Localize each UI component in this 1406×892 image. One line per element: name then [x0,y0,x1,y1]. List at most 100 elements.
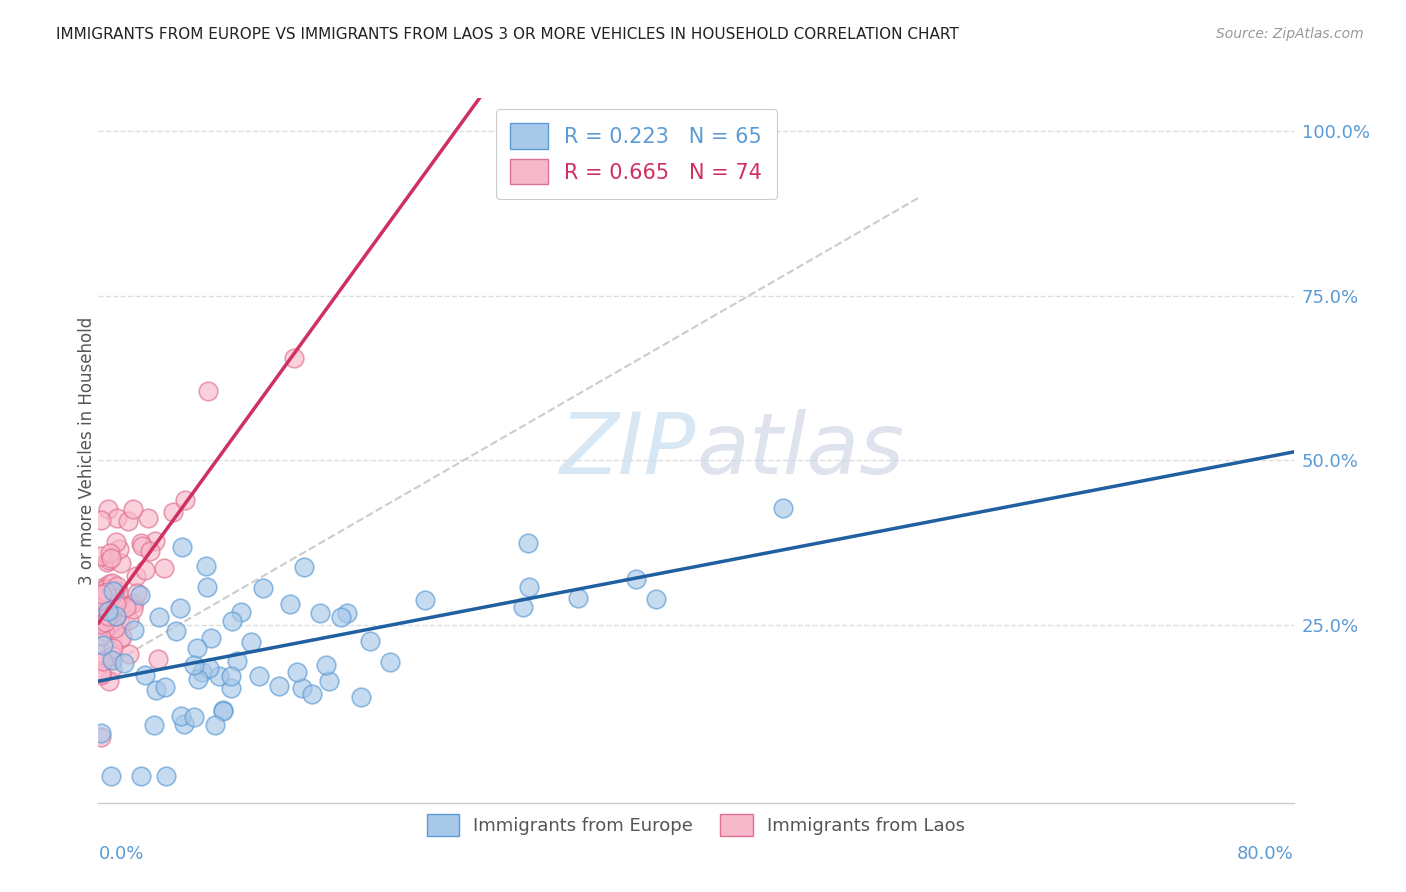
Point [101,576,124,591]
Point [173,716,195,731]
Point [103,604,125,618]
Point [309,607,332,621]
Point [118,613,141,627]
Point [105,578,128,592]
Point [136,511,159,525]
Point [153,561,176,575]
Point [212,703,235,717]
Point [145,683,167,698]
Point [100,546,122,560]
Point [90,726,112,740]
Point [195,580,218,594]
Point [91,654,114,668]
Point [226,654,249,668]
Point [122,623,145,637]
Point [301,687,323,701]
Point [187,672,209,686]
Point [105,535,128,549]
Point [90,549,112,563]
Point [100,769,122,783]
Point [183,710,205,724]
Point [90,665,112,680]
Point [98,553,121,567]
Point [512,600,534,615]
Point [153,680,176,694]
Point [624,572,647,586]
Point [101,583,124,598]
Point [118,648,141,662]
Point [90,591,112,606]
Point [94,584,117,599]
Point [318,673,340,688]
Point [97,609,120,624]
Point [134,668,156,682]
Point [110,617,132,632]
Point [197,661,219,675]
Text: ZIP: ZIP [560,409,696,492]
Point [104,609,127,624]
Point [94,615,117,630]
Point [108,632,131,646]
Point [413,592,436,607]
Point [97,604,120,618]
Point [517,536,540,550]
Point [380,655,402,669]
Point [204,717,226,731]
Point [315,657,337,672]
Point [252,581,274,595]
Point [567,591,589,605]
Point [90,601,112,615]
Point [166,624,188,639]
Point [329,610,352,624]
Point [101,649,124,664]
Point [219,681,242,695]
Point [108,541,131,556]
Point [120,598,142,612]
Point [280,597,302,611]
Point [174,492,197,507]
Point [134,563,156,577]
Point [350,690,373,704]
Point [208,669,231,683]
Point [285,665,308,679]
Point [104,621,127,635]
Point [107,584,129,599]
Point [90,593,112,607]
Point [101,653,124,667]
Point [90,591,112,605]
Point [91,638,114,652]
Point [122,596,145,610]
Point [229,605,252,619]
Point [283,351,305,365]
Point [90,513,112,527]
Point [90,730,112,744]
Point [359,633,381,648]
Point [125,569,148,583]
Point [195,558,218,573]
Point [247,669,270,683]
Point [129,535,152,549]
Point [186,641,208,656]
Point [121,501,143,516]
Point [90,587,112,601]
Point [94,582,117,597]
Y-axis label: 3 or more Vehicles in Household: 3 or more Vehicles in Household [79,317,96,584]
Point [131,539,153,553]
Point [183,658,205,673]
Point [112,656,135,670]
Point [90,620,112,634]
Point [128,588,150,602]
Point [97,620,120,634]
Point [139,544,162,558]
Point [100,551,122,566]
Point [127,586,149,600]
Point [101,660,124,674]
Point [93,580,115,594]
Text: IMMIGRANTS FROM EUROPE VS IMMIGRANTS FROM LAOS 3 OR MORE VEHICLES IN HOUSEHOLD C: IMMIGRANTS FROM EUROPE VS IMMIGRANTS FRO… [56,27,959,42]
Point [292,560,315,574]
Point [110,630,132,644]
Point [219,669,242,683]
Point [155,769,177,783]
Point [94,599,117,613]
Point [772,501,794,516]
